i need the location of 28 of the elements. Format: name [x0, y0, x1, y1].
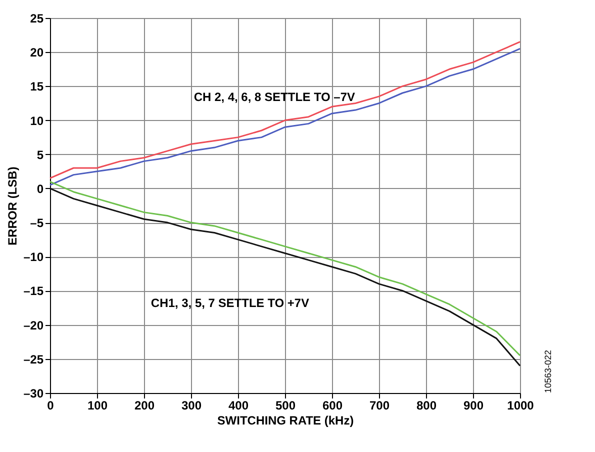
x-tick-label: 1000	[507, 398, 534, 412]
y-tick-label: 10	[30, 114, 44, 128]
y-tick-label: –15	[23, 284, 44, 298]
y-tick-label: 5	[36, 148, 44, 162]
x-tick-label: 400	[228, 398, 249, 412]
y-axis-title: ERROR (LSB)	[5, 166, 20, 246]
y-tick-label: –5	[30, 216, 44, 230]
x-tick-label: 800	[416, 398, 437, 412]
annotation: CH 2, 4, 6, 8 SETTLE TO –7V	[194, 90, 355, 104]
y-tick-label: 20	[30, 46, 44, 60]
y-tick-label: –10	[23, 250, 44, 264]
y-tick-label: 15	[30, 80, 44, 94]
y-tick-label: 0	[36, 182, 44, 196]
y-tick-label: –20	[23, 318, 44, 332]
x-tick-label: 0	[47, 398, 54, 412]
x-tick-label: 900	[463, 398, 484, 412]
x-tick-label: 600	[322, 398, 343, 412]
y-tick-label: –30	[23, 386, 44, 400]
x-tick-label: 200	[134, 398, 155, 412]
x-axis-title: SWITCHING RATE (kHz)	[217, 414, 354, 428]
y-tick-label: –25	[23, 352, 44, 366]
annotation: CH1, 3, 5, 7 SETTLE TO +7V	[150, 296, 310, 310]
x-tick-label: 500	[275, 398, 296, 412]
x-tick-label: 700	[369, 398, 390, 412]
y-tick-label: 25	[30, 12, 44, 26]
x-tick-label: 100	[87, 398, 108, 412]
x-tick-label: 300	[181, 398, 202, 412]
text: 10563-022	[543, 350, 553, 393]
